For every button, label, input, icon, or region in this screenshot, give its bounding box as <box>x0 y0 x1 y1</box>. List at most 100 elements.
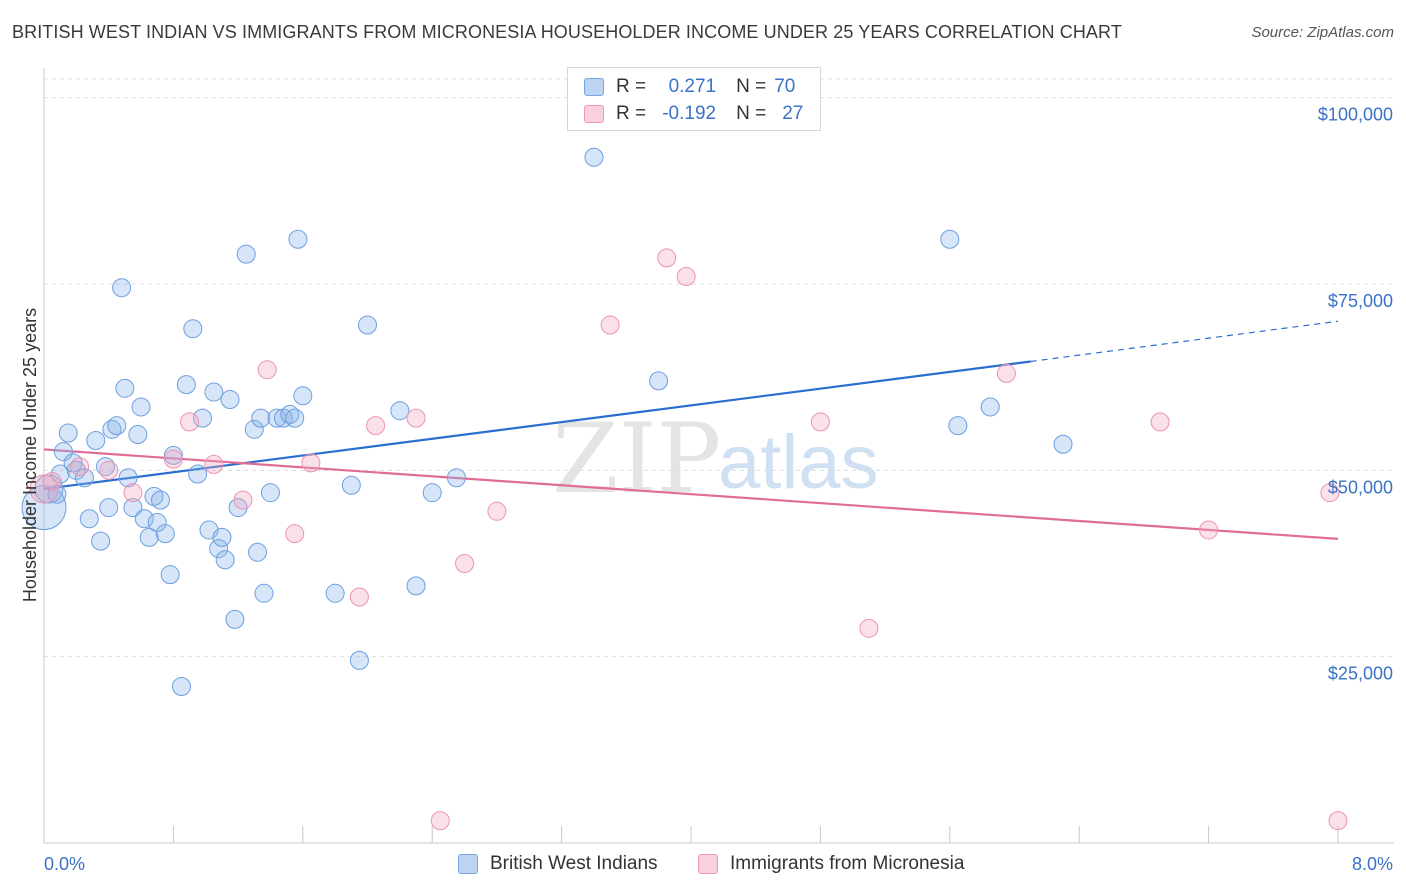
point-micronesia <box>257 360 277 380</box>
point-micronesia <box>366 416 386 436</box>
point-british-west-indians <box>95 457 115 477</box>
point-british-west-indians <box>134 509 154 529</box>
legend-swatch-blue <box>584 78 604 96</box>
point-micronesia <box>676 267 696 287</box>
point-british-west-indians <box>183 319 203 339</box>
point-micronesia <box>810 412 830 432</box>
point-british-west-indians <box>53 442 73 462</box>
y-tick-label: $100,000 <box>1318 105 1393 125</box>
point-british-west-indians <box>422 483 442 503</box>
point-british-west-indians <box>293 386 313 406</box>
point-british-west-indians <box>115 378 135 398</box>
stats-legend: R = 0.271 N = 70 R = -0.192 N = 27 <box>567 67 821 131</box>
point-micronesia <box>406 408 426 428</box>
point-british-west-indians <box>160 565 180 585</box>
point-british-west-indians <box>147 512 167 532</box>
point-micronesia <box>301 453 321 473</box>
legend-item-british-west-indians: British West Indians <box>458 852 658 876</box>
point-british-west-indians <box>188 464 208 484</box>
point-british-west-indians <box>225 609 245 629</box>
point-british-west-indians <box>112 278 132 298</box>
point-micronesia <box>29 474 59 504</box>
point-british-west-indians <box>248 542 268 562</box>
point-british-west-indians <box>128 425 148 445</box>
n-label: N = <box>736 76 767 97</box>
point-british-west-indians <box>1053 434 1073 454</box>
point-micronesia <box>70 457 90 477</box>
point-british-west-indians <box>446 468 466 488</box>
point-british-west-indians <box>212 527 232 547</box>
point-micronesia <box>430 811 450 831</box>
point-british-west-indians <box>584 147 604 167</box>
point-british-west-indians <box>349 650 369 670</box>
axes <box>43 68 1394 844</box>
point-micronesia <box>487 501 507 521</box>
point-micronesia <box>233 490 253 510</box>
point-british-west-indians <box>236 244 256 264</box>
x-tick-label-max: 8.0% <box>1352 854 1393 874</box>
watermark-zip: ZIP <box>552 403 721 515</box>
legend-label: Immigrants from Micronesia <box>730 853 965 874</box>
point-micronesia <box>859 618 879 638</box>
point-british-west-indians <box>193 408 213 428</box>
point-british-west-indians <box>244 419 264 439</box>
point-british-west-indians <box>171 676 191 696</box>
trend-lines <box>43 320 1339 540</box>
trend-line-micronesia <box>43 448 1339 540</box>
point-british-west-indians <box>74 468 94 488</box>
trend-line-extension <box>1030 320 1339 363</box>
n-value: 27 <box>782 103 804 124</box>
point-british-west-indians <box>58 423 78 443</box>
tick-labels: $25,000 $50,000 $75,000 $100,000 0.0% 8.0% <box>44 105 1393 874</box>
point-micronesia <box>996 363 1016 383</box>
point-micronesia <box>99 460 119 480</box>
stats-row-micronesia: R = -0.192 N = 27 <box>584 101 803 127</box>
point-british-west-indians <box>980 397 1000 417</box>
point-british-west-indians <box>406 576 426 596</box>
point-micronesia <box>600 315 620 335</box>
point-british-west-indians <box>341 475 361 495</box>
y-tick-label: $25,000 <box>1328 664 1393 684</box>
point-micronesia <box>349 587 369 607</box>
point-british-west-indians <box>358 315 377 335</box>
point-british-west-indians <box>107 416 127 436</box>
watermark: ZIP atlas <box>552 403 879 515</box>
point-micronesia <box>180 412 200 432</box>
point-micronesia <box>42 471 62 491</box>
y-tick-label: $75,000 <box>1328 291 1393 311</box>
point-british-west-indians <box>99 498 119 518</box>
point-british-west-indians <box>390 401 410 421</box>
point-british-west-indians <box>79 509 99 529</box>
point-micronesia <box>123 483 143 503</box>
y-axis-label: Householder Income Under 25 years <box>20 308 40 602</box>
point-british-west-indians <box>50 464 70 484</box>
trend-line-british-west-indians <box>43 360 1031 491</box>
legend-swatch-pink <box>698 854 718 874</box>
point-british-west-indians <box>220 390 240 410</box>
point-british-west-indians <box>649 371 669 391</box>
point-british-west-indians <box>131 397 151 417</box>
r-value: -0.192 <box>662 103 717 124</box>
point-british-west-indians <box>176 375 196 395</box>
point-british-west-indians <box>155 524 175 544</box>
legend-swatch-blue <box>458 854 478 874</box>
point-micronesia <box>285 524 305 544</box>
chart-title: BRITISH WEST INDIAN VS IMMIGRANTS FROM M… <box>12 22 1122 42</box>
point-british-west-indians <box>948 416 968 436</box>
point-british-west-indians <box>150 490 170 510</box>
point-british-west-indians <box>118 468 138 488</box>
legend-swatch-pink <box>584 105 604 123</box>
point-british-west-indians <box>260 483 280 503</box>
point-british-west-indians <box>204 382 224 402</box>
point-british-west-indians <box>144 486 164 506</box>
legend-item-micronesia: Immigrants from Micronesia <box>698 852 964 876</box>
point-micronesia <box>1199 520 1219 540</box>
point-british-west-indians <box>273 408 293 428</box>
r-value: 0.271 <box>668 76 717 97</box>
point-british-west-indians <box>251 408 271 428</box>
r-label: R = <box>616 76 647 97</box>
point-british-west-indians <box>285 408 305 428</box>
watermark-atlas: atlas <box>718 420 879 505</box>
point-british-west-indians <box>123 498 143 518</box>
point-british-west-indians <box>139 527 159 547</box>
